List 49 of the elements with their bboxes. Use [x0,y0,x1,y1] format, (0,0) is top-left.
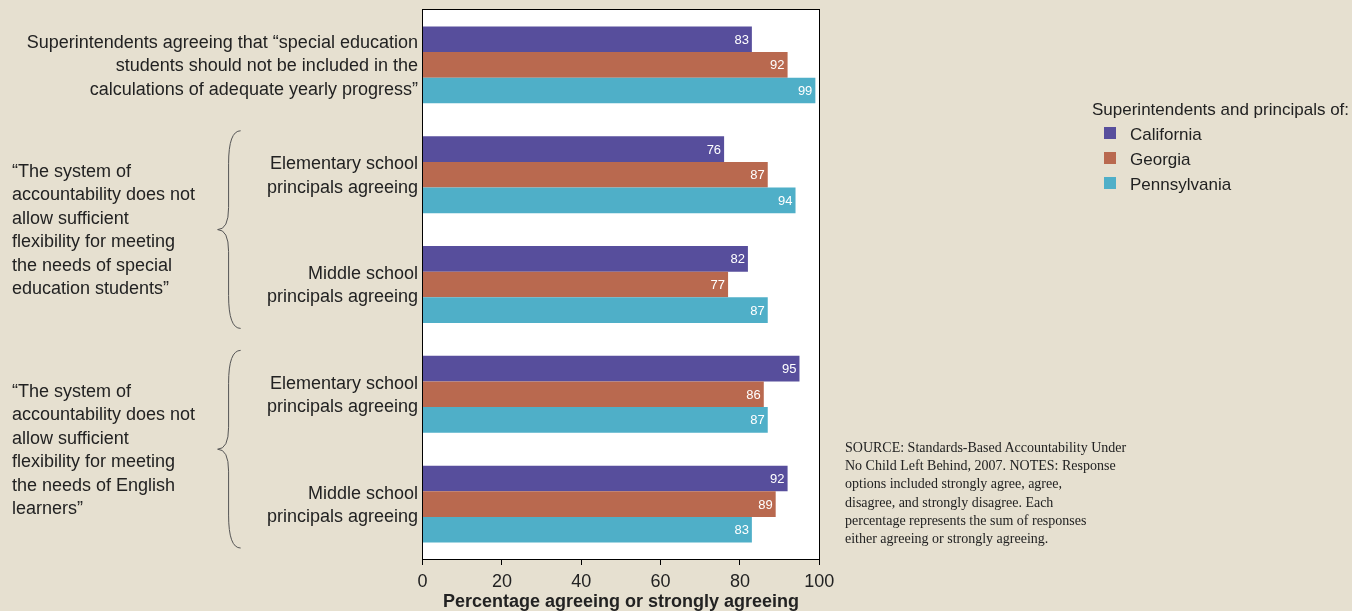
x-axis-title: Percentage agreeing or strongly agreeing [442,591,800,611]
x-tick-label: 40 [571,570,592,591]
text: “The system of accountability does not allow sufficient flexibility for meeting the needs of special education students” [12,161,196,298]
x-tick-label: 100 [804,570,835,591]
data-label: 89 [758,496,773,512]
x-tick-label: 60 [650,570,671,591]
data-label: 92 [770,57,785,73]
data-label: 77 [710,277,726,292]
y-tick-label: Elementary school principals agreeing [266,153,418,197]
y-tick-label: Superintendents agreeing that “special education students should not be included in the calculations of adequate yearly progress” [26,31,418,99]
data-label: 99 [797,83,813,99]
bar [422,187,796,214]
legend-label: Pennsylvania [1130,174,1232,194]
x-tick-label: 80 [729,570,750,591]
data-label: 83 [734,31,749,47]
bar [422,491,776,517]
bar [422,271,729,298]
x-tick-label: 20 [491,570,512,591]
bar [422,26,752,53]
legend-title: Superintendents and principals of: [1092,100,1350,120]
data-label: 83 [734,522,749,538]
bar [422,52,788,78]
legend-label: Georgia [1130,149,1192,169]
bar [422,381,764,408]
y-tick-label: Elementary school principals agreeing [266,372,418,417]
data-label: 92 [770,470,785,486]
data-label: 95 [782,361,797,377]
x-tick-label: 0 [417,570,428,591]
data-label: 94 [778,192,793,208]
bar [422,516,752,543]
data-label: 82 [730,251,745,267]
data-label: 87 [750,167,765,183]
y-tick-label: Middle school principals agreeing [266,263,418,307]
legend-label: California [1130,124,1203,144]
data-label: 86 [746,386,761,402]
bar [422,161,768,188]
bar [422,77,816,104]
source-note: SOURCE: Standards-Based Accountability Under No Child Left Behind, 2007. NOTES: Response options included strongly agree, agree, disagree, and strongly disagree. Each percentage represents the sum of responses either agreeing or strongly agreeing. [845,440,1127,546]
data-label: 87 [750,412,765,428]
bar [422,407,768,433]
y-tick-label: Middle school principals agreeing [266,482,418,527]
bar [422,246,748,272]
data-label: 87 [750,302,765,318]
bar [422,465,788,492]
bar [422,297,768,323]
bar [422,355,800,382]
data-label: 76 [706,141,722,157]
bar [422,136,725,162]
text: “The system of accountability does not allow sufficient flexibility for meeting the needs of English learners” [12,381,196,518]
